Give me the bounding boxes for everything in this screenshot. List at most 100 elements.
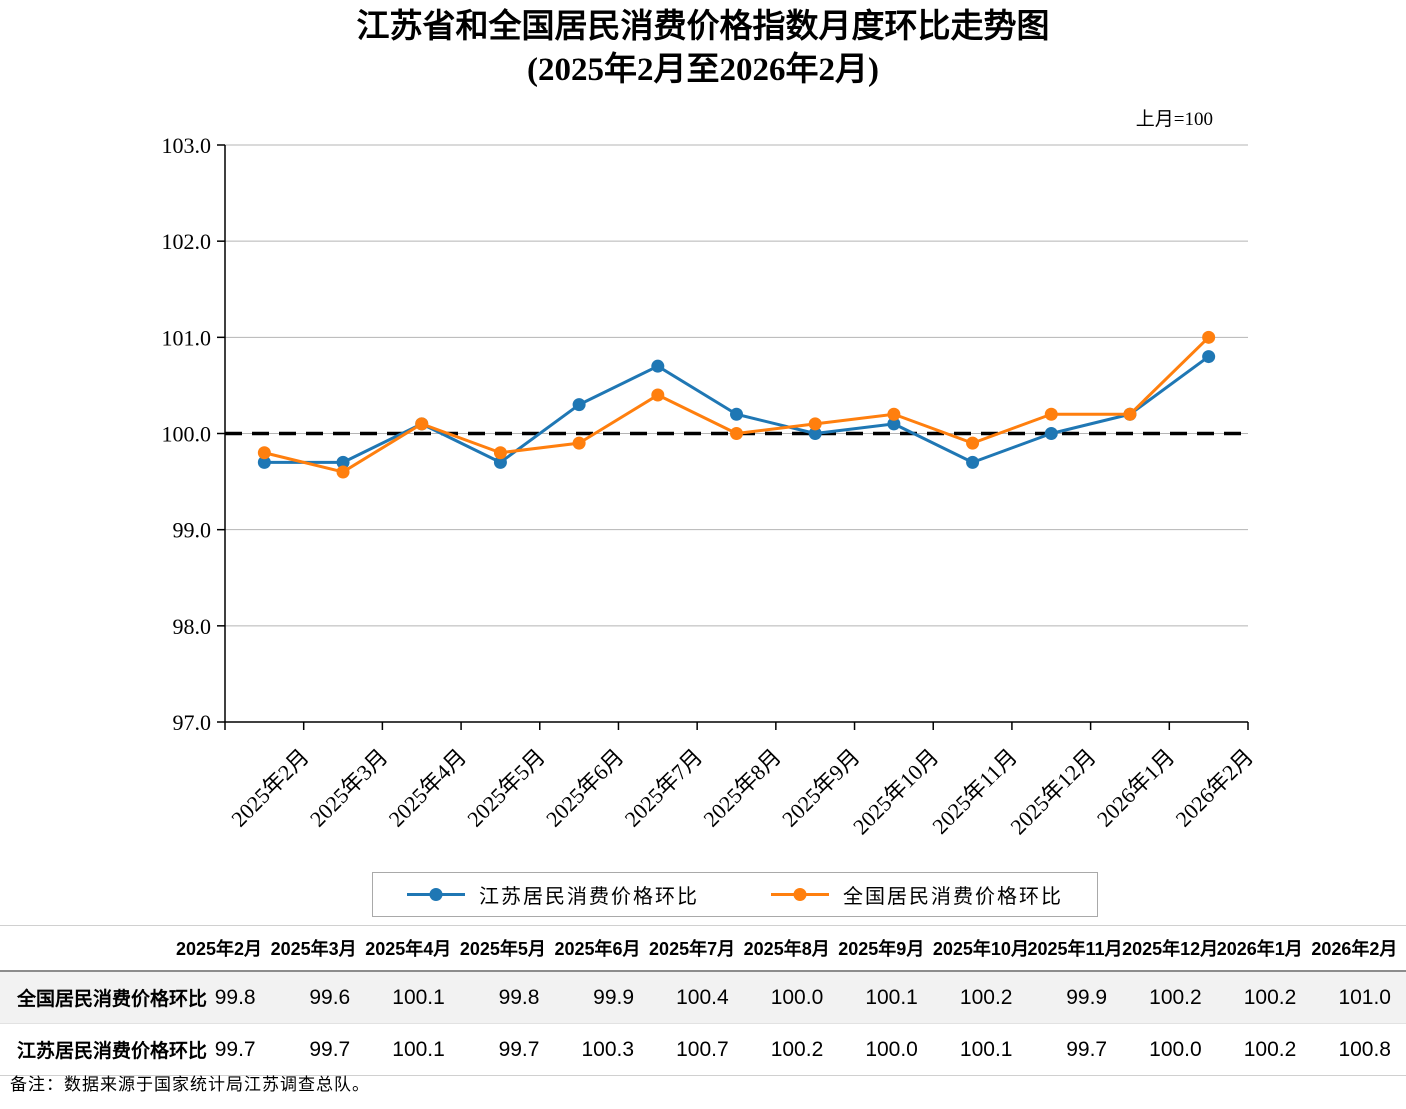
y-tick-label: 101.0 bbox=[162, 325, 212, 350]
table-value-cell: 99.7 bbox=[214, 1037, 256, 1061]
table-month-header: 2025年8月 bbox=[743, 925, 839, 971]
data-point-national bbox=[572, 436, 586, 450]
table-month-header: 2025年6月 bbox=[554, 925, 650, 971]
table-value-cell: 100.4 bbox=[676, 985, 729, 1009]
y-tick-label: 97.0 bbox=[173, 710, 212, 735]
table-value-cell: 100.8 bbox=[1338, 1037, 1391, 1061]
table-value-cell: 99.8 bbox=[214, 985, 256, 1009]
table-value-cell: 99.7 bbox=[1066, 1037, 1108, 1061]
table-month-header: 2025年11月 bbox=[1027, 925, 1123, 971]
data-point-national bbox=[257, 446, 271, 460]
x-tick-label: 2025年6月 bbox=[541, 744, 629, 832]
table-value-cell: 100.1 bbox=[865, 985, 918, 1009]
table-row-label: 江苏居民消费价格环比 bbox=[17, 1041, 208, 1062]
chart-title-line1: 江苏省和全国居民消费价格指数月度环比走势图 bbox=[356, 9, 1050, 45]
table-value-cell: 99.9 bbox=[593, 985, 635, 1009]
x-tick-label: 2025年3月 bbox=[305, 744, 393, 832]
data-point-national bbox=[1202, 330, 1216, 344]
data-point-jiangsu bbox=[572, 398, 586, 412]
y-tick-label: 99.0 bbox=[173, 518, 212, 543]
legend-line-marker-icon bbox=[771, 888, 829, 901]
table-row: 全国居民消费价格环比 99.8 99.6 100.1 99.8 99.9 100.4 100.… bbox=[0, 971, 1406, 1024]
cpi-line-chart: 97.098.099.0100.0101.0102.0103.02025年2月2… bbox=[162, 133, 1259, 839]
table-row-label: 全国居民消费价格环比 bbox=[17, 989, 208, 1010]
data-point-national bbox=[415, 417, 429, 431]
y-tick-label: 98.0 bbox=[173, 614, 212, 639]
legend-item-jiangsu: 江苏居民消费价格环比 bbox=[407, 880, 699, 909]
data-point-national bbox=[493, 446, 507, 460]
series-line-national bbox=[263, 336, 1210, 474]
cpi-data-table: 2025年2月 2025年3月 2025年4月 2025年5月 2025年6月 2025年… bbox=[0, 925, 1406, 1076]
data-point-jiangsu bbox=[336, 455, 350, 469]
data-point-jiangsu bbox=[1044, 427, 1058, 440]
data-point-national bbox=[887, 407, 901, 421]
table-month-header: 2025年4月 bbox=[365, 925, 460, 971]
legend-item-national: 全国居民消费价格环比 bbox=[771, 880, 1063, 909]
legend-line-marker-icon bbox=[407, 888, 465, 901]
table-month-header: 2025年12月 bbox=[1122, 925, 1218, 971]
table-value-cell: 99.7 bbox=[498, 1037, 540, 1061]
table-value-cell: 100.2 bbox=[1243, 1037, 1297, 1061]
x-tick-label: 2026年2月 bbox=[1170, 744, 1258, 832]
table-value-cell: 100.7 bbox=[676, 1037, 729, 1061]
table-value-cell: 101.0 bbox=[1338, 985, 1391, 1009]
x-tick-label: 2026年1月 bbox=[1092, 744, 1180, 832]
table-month-header: 2025年10月 bbox=[932, 925, 1029, 971]
table-value-cell: 99.8 bbox=[498, 985, 540, 1009]
x-tick-label: 2025年12月 bbox=[1005, 744, 1100, 839]
data-point-national bbox=[336, 465, 350, 479]
x-tick-label: 2025年4月 bbox=[384, 744, 472, 832]
table-month-header: 2025年7月 bbox=[649, 925, 744, 971]
y-tick-label: 100.0 bbox=[162, 422, 212, 447]
data-point-jiangsu bbox=[887, 417, 901, 431]
x-tick-label: 2025年7月 bbox=[620, 744, 708, 832]
y-tick-label: 102.0 bbox=[162, 229, 212, 254]
chart-title: 江苏省和全国居民消费价格指数月度环比走势图 (2025年2月至2026年2月) bbox=[0, 6, 1406, 92]
x-tick-label: 2025年5月 bbox=[462, 744, 550, 832]
x-tick-label: 2025年2月 bbox=[226, 744, 314, 832]
chart-title-line2: (2025年2月至2026年2月) bbox=[527, 51, 879, 88]
table-month-header: 2026年2月 bbox=[1311, 925, 1406, 971]
table-value-cell: 100.3 bbox=[581, 1037, 635, 1061]
legend-box: 江苏居民消费价格环比 全国居民消费价格环比 bbox=[372, 872, 1098, 917]
legend-label-jiangsu: 江苏居民消费价格环比 bbox=[479, 886, 699, 908]
data-point-national bbox=[730, 427, 743, 440]
table-value-cell: 100.2 bbox=[1149, 985, 1202, 1009]
table-month-header: 2025年9月 bbox=[838, 925, 933, 971]
table-value-cell: 99.7 bbox=[309, 1037, 351, 1061]
data-point-jiangsu bbox=[651, 359, 665, 373]
y-tick-label: 103.0 bbox=[162, 133, 212, 158]
legend-label-national: 全国居民消费价格环比 bbox=[843, 886, 1063, 908]
table-value-cell: 100.0 bbox=[770, 985, 824, 1009]
table-value-cell: 100.0 bbox=[865, 1037, 918, 1061]
data-point-jiangsu bbox=[1202, 350, 1216, 364]
unit-label: 上月=100 bbox=[1135, 109, 1213, 130]
data-point-national bbox=[1044, 407, 1058, 421]
x-tick-label: 2025年8月 bbox=[698, 744, 786, 832]
data-point-jiangsu bbox=[966, 455, 980, 469]
table-month-header: 2025年5月 bbox=[459, 925, 555, 971]
table-month-header: 2025年3月 bbox=[270, 925, 366, 971]
table-month-header: 2025年2月 bbox=[176, 925, 271, 971]
table-value-cell: 99.6 bbox=[309, 985, 351, 1009]
table-value-cell: 100.2 bbox=[959, 985, 1013, 1009]
data-point-national bbox=[651, 388, 665, 402]
data-point-national bbox=[1123, 407, 1137, 421]
chart-legend: 江苏居民消费价格环比 全国居民消费价格环比 bbox=[0, 872, 1406, 917]
table-value-cell: 100.1 bbox=[959, 1037, 1013, 1061]
source-footnote: 备注：数据来源于国家统计局江苏调查总队。 bbox=[10, 1075, 370, 1094]
table-value-cell: 100.2 bbox=[1243, 985, 1297, 1009]
data-point-jiangsu bbox=[808, 427, 822, 440]
table-month-header: 2026年1月 bbox=[1216, 925, 1312, 971]
table-value-cell: 100.0 bbox=[1149, 1037, 1202, 1061]
data-point-national bbox=[966, 436, 980, 450]
data-point-jiangsu bbox=[730, 407, 743, 421]
table-value-cell: 99.9 bbox=[1066, 985, 1108, 1009]
table-value-cell: 100.2 bbox=[770, 1037, 824, 1061]
data-point-national bbox=[808, 417, 822, 431]
x-tick-label: 2025年10月 bbox=[848, 744, 943, 839]
table-value-cell: 100.1 bbox=[392, 1037, 445, 1061]
table-row: 江苏居民消费价格环比 99.7 99.7 100.1 99.7 100.3 100.7 100… bbox=[0, 1023, 1406, 1076]
data-point-jiangsu bbox=[257, 455, 271, 469]
